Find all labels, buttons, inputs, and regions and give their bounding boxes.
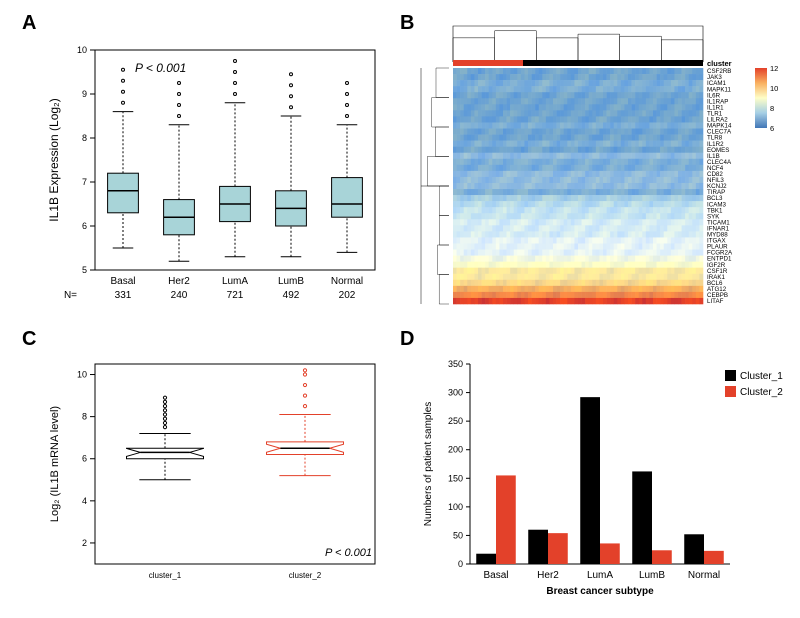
svg-text:12: 12: [770, 64, 778, 73]
panel-c: 2 4 6 8 10 Log₂ (IL1B mRNA level) cluster_1 clu…: [40, 350, 390, 610]
panel-a: 5 6 7 8 9 10 IL1B Expression (Log₂) P < 0.001 Ba…: [40, 30, 390, 320]
svg-text:IL1B Expression (Log₂): IL1B Expression (Log₂): [47, 98, 61, 221]
svg-text:250: 250: [448, 416, 463, 426]
svg-text:5: 5: [82, 265, 87, 275]
svg-text:Basal: Basal: [483, 570, 508, 581]
svg-text:492: 492: [283, 290, 300, 301]
svg-text:cluster_2: cluster_2: [289, 571, 322, 580]
svg-text:N=: N=: [64, 290, 77, 301]
svg-text:LITAF: LITAF: [707, 298, 724, 305]
svg-text:8: 8: [82, 133, 87, 143]
panel-a-svg: 5 6 7 8 9 10 IL1B Expression (Log₂) P < 0.001 Ba…: [40, 30, 390, 320]
svg-text:Normal: Normal: [688, 570, 720, 581]
svg-text:0: 0: [458, 559, 463, 569]
svg-text:Her2: Her2: [168, 276, 190, 287]
svg-text:8: 8: [770, 104, 774, 113]
svg-text:Numbers of patient samples: Numbers of patient samples: [423, 402, 434, 527]
svg-text:10: 10: [77, 45, 87, 55]
panel-a-label: A: [22, 12, 36, 35]
panel-d-label: D: [400, 328, 414, 351]
svg-text:P < 0.001: P < 0.001: [325, 547, 372, 559]
svg-text:cluster: cluster: [707, 59, 732, 68]
svg-text:cluster_1: cluster_1: [149, 571, 182, 580]
svg-text:150: 150: [448, 473, 463, 483]
svg-text:LumA: LumA: [587, 570, 613, 581]
svg-text:240: 240: [171, 290, 188, 301]
svg-text:50: 50: [453, 530, 463, 540]
svg-text:4: 4: [82, 496, 87, 506]
svg-text:Cluster_2: Cluster_2: [740, 387, 783, 398]
svg-text:202: 202: [339, 290, 356, 301]
svg-text:Cluster_1: Cluster_1: [740, 371, 783, 382]
svg-text:7: 7: [82, 177, 87, 187]
svg-text:Log₂ (IL1B mRNA level): Log₂ (IL1B mRNA level): [49, 406, 61, 522]
svg-text:Normal: Normal: [331, 276, 363, 287]
svg-text:10: 10: [77, 370, 87, 380]
panel-b-svg: clusterCSF2RBJAK3ICAM1MAPK11IL6RIL1RAPIL…: [415, 22, 795, 322]
svg-text:Basal: Basal: [110, 276, 135, 287]
svg-text:P < 0.001: P < 0.001: [135, 61, 186, 75]
panel-c-svg: 2 4 6 8 10 Log₂ (IL1B mRNA level) cluster_1 clu…: [40, 350, 390, 610]
svg-text:LumB: LumB: [278, 276, 304, 287]
svg-text:350: 350: [448, 359, 463, 369]
svg-text:300: 300: [448, 388, 463, 398]
panel-d: 0 50 100 150 200 250 300 350 Numbers of patient …: [415, 350, 795, 610]
svg-text:200: 200: [448, 445, 463, 455]
svg-text:331: 331: [115, 290, 132, 301]
svg-text:6: 6: [82, 221, 87, 231]
svg-text:Breast cancer subtype: Breast cancer subtype: [546, 586, 654, 597]
panel-b-label: B: [400, 12, 414, 35]
panel-b: clusterCSF2RBJAK3ICAM1MAPK11IL6RIL1RAPIL…: [415, 22, 795, 322]
svg-text:8: 8: [82, 412, 87, 422]
svg-text:LumA: LumA: [222, 276, 248, 287]
svg-text:6: 6: [82, 454, 87, 464]
panel-c-label: C: [22, 328, 36, 351]
panel-d-svg: 0 50 100 150 200 250 300 350 Numbers of patient …: [415, 350, 795, 610]
svg-text:9: 9: [82, 89, 87, 99]
svg-text:Her2: Her2: [537, 570, 559, 581]
svg-text:2: 2: [82, 538, 87, 548]
svg-text:10: 10: [770, 84, 778, 93]
svg-text:6: 6: [770, 124, 774, 133]
svg-text:LumB: LumB: [639, 570, 665, 581]
svg-text:100: 100: [448, 502, 463, 512]
svg-text:721: 721: [227, 290, 244, 301]
